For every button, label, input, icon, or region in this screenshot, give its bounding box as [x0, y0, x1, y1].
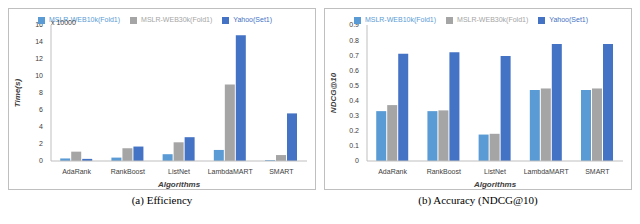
svg-text:6: 6 [39, 106, 43, 113]
svg-text:14: 14 [35, 38, 43, 45]
html-text:x 10000: x 10000 [51, 19, 76, 26]
svg-text:0.3: 0.3 [349, 112, 359, 119]
svg-text:0.6: 0.6 [349, 67, 359, 74]
svg-text:0.8: 0.8 [349, 37, 359, 44]
svg-text:Algorithms: Algorithms [157, 180, 201, 189]
svg-text:SMART: SMART [585, 168, 610, 175]
svg-text:AdaRank: AdaRank [378, 168, 407, 175]
svg-text:ListNet: ListNet [484, 168, 506, 175]
svg-text:RankBoost: RankBoost [427, 168, 461, 175]
html-text:MSLR-WEB10k(Fold1): MSLR-WEB10k(Fold1) [48, 16, 121, 23]
svg-text:8: 8 [39, 89, 43, 96]
svg-text:0.1: 0.1 [349, 142, 359, 149]
svg-text:10: 10 [35, 72, 43, 79]
svg-text:0.4: 0.4 [349, 97, 359, 104]
svg-text:4: 4 [39, 123, 43, 130]
svg-text:SMART: SMART [269, 168, 294, 175]
svg-text:0.5: 0.5 [349, 82, 359, 89]
svg-text:0.2: 0.2 [349, 127, 359, 134]
html-text:(a) Efficiency: (a) Efficiency [131, 194, 193, 206]
svg-text:NDCG@10: NDCG@10 [329, 72, 338, 113]
svg-text:Algorithms: Algorithms [473, 180, 517, 189]
html-text:MSLR-WEB30k(Fold1): MSLR-WEB30k(Fold1) [141, 16, 213, 23]
svg-text:Time(s): Time(s) [13, 79, 22, 108]
svg-text:LambdaMART: LambdaMART [524, 168, 570, 175]
svg-text:2: 2 [39, 140, 43, 147]
svg-text:0: 0 [355, 157, 359, 164]
svg-text:LambdaMART: LambdaMART [208, 168, 254, 175]
html-text:MSLR-WEB10k(Fold1): MSLR-WEB10k(Fold1) [364, 16, 437, 23]
svg-text:AdaRank: AdaRank [62, 168, 91, 175]
html-text:Yahoo(Set1): Yahoo(Set1) [549, 16, 589, 23]
svg-text:0.9: 0.9 [349, 21, 359, 28]
html-text:(b) Accuracy (NDCG@10): (b) Accuracy (NDCG@10) [418, 194, 538, 206]
html-text:Yahoo(Set1): Yahoo(Set1) [233, 16, 273, 23]
svg-text:0.7: 0.7 [349, 52, 359, 59]
svg-text:RankBoost: RankBoost [111, 168, 145, 175]
svg-text:0: 0 [39, 157, 43, 164]
svg-text:ListNet: ListNet [168, 168, 190, 175]
svg-text:16: 16 [35, 21, 43, 28]
svg-text:12: 12 [35, 55, 43, 62]
html-text:MSLR-WEB30k(Fold1): MSLR-WEB30k(Fold1) [457, 16, 529, 23]
